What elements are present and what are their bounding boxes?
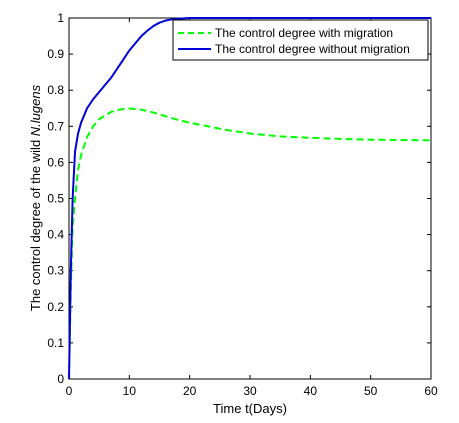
y-tick-label: 0.2 <box>47 300 64 314</box>
y-tick-label: 0.8 <box>47 83 64 97</box>
y-tick-label: 0.6 <box>47 155 64 169</box>
y-tick-label: 0 <box>57 372 64 386</box>
y-tick-label: 1 <box>57 11 64 25</box>
x-tick-label: 20 <box>183 384 197 398</box>
y-tick-label: 0.3 <box>47 264 64 278</box>
y-axis-title-species: N.lugens <box>28 84 43 136</box>
legend: The control degree with migration The co… <box>172 19 429 61</box>
series-line-without-migration <box>68 17 431 380</box>
y-tick-label: 0.9 <box>47 47 64 61</box>
x-tick-label: 40 <box>304 384 318 398</box>
axis-ticks: 0 10 20 30 40 50 60 0 0.1 0.2 0.3 0.4 0.5 0.6 0.7 0.8 0.… <box>47 11 438 398</box>
x-tick-label: 30 <box>243 384 257 398</box>
y-tick-label: 0.1 <box>47 336 64 350</box>
legend-label-with-migration: The control degree with migration <box>215 26 393 40</box>
y-tick-label: 0.4 <box>47 228 64 242</box>
x-axis-title: Time t(Days) <box>213 401 287 416</box>
legend-label-without-migration: The control degree without migration <box>215 42 410 56</box>
y-tick-label: 0.7 <box>47 119 64 133</box>
plot-area <box>68 17 432 380</box>
y-tick-label: 0.5 <box>47 192 64 206</box>
x-tick-label: 10 <box>123 384 137 398</box>
series-layer <box>68 17 432 380</box>
x-tick-label: 50 <box>364 384 378 398</box>
x-tick-label: 60 <box>424 384 438 398</box>
x-tick-label: 0 <box>66 384 73 398</box>
y-axis-title-main: The control degree of the wild <box>28 136 43 311</box>
series-line-with-migration <box>68 107 432 380</box>
y-axis-title: The control degree of the wild N.lugens <box>28 84 43 311</box>
legend-box <box>172 19 429 61</box>
